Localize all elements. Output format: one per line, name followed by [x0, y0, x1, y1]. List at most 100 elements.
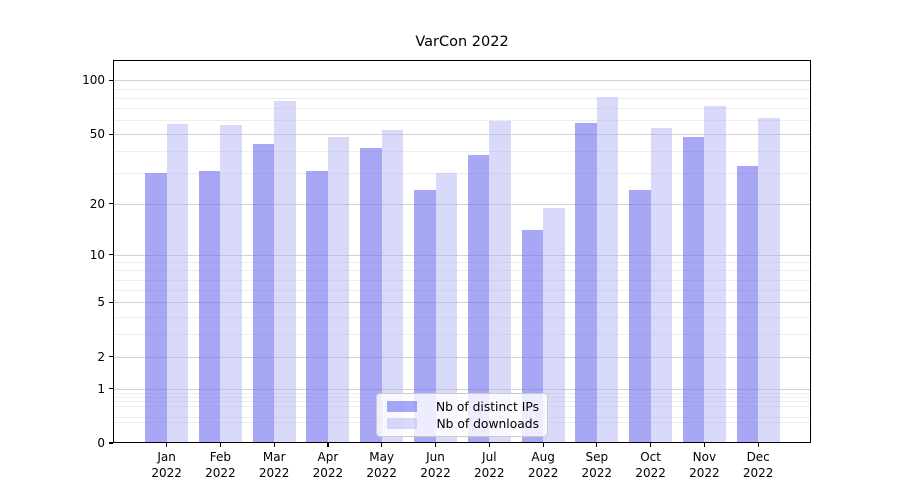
gridline-major — [113, 80, 811, 82]
x-tick-month: Apr — [317, 450, 339, 464]
x-tick-year: 2022 — [258, 465, 290, 480]
x-tick-mark — [757, 443, 759, 447]
x-tick-mark — [650, 443, 652, 447]
gridline-minor — [113, 262, 811, 264]
bar-downloads-mar — [274, 100, 296, 443]
bar-distinct-ips-dec — [736, 166, 759, 443]
x-tick-month: Aug — [531, 450, 555, 464]
legend-swatch-distinct-ips — [387, 401, 417, 412]
x-tick-year: 2022 — [689, 465, 720, 480]
bar-distinct-ips-aug — [521, 230, 544, 443]
legend-label-distinct-ips: Nb of distinct IPs — [435, 399, 539, 414]
gridline-major — [113, 388, 811, 390]
x-tick-mark — [488, 443, 490, 447]
gridline-major — [113, 302, 811, 304]
bar-distinct-ips-feb — [198, 170, 221, 443]
x-tick-month: Jan — [157, 450, 176, 464]
bar-downloads-apr — [327, 137, 350, 443]
y-tick-label: 2 — [97, 349, 105, 364]
x-tick-mark — [596, 443, 598, 447]
gridline-minor — [113, 270, 811, 272]
x-tick-year: 2022 — [474, 465, 505, 480]
x-tick-month: Dec — [746, 450, 770, 464]
x-tick-year: 2022 — [527, 465, 559, 480]
y-tick-mark — [108, 301, 113, 303]
gridline-minor — [113, 88, 811, 90]
bar-downloads-jul — [489, 121, 511, 443]
x-tick-mark — [381, 443, 383, 447]
y-tick-mark — [108, 254, 113, 256]
x-tick-month: Oct — [640, 450, 661, 464]
x-tick-mark — [273, 443, 275, 447]
x-tick-label-feb: Feb 2022 — [188, 450, 252, 481]
bar-downloads-nov — [704, 105, 726, 443]
legend-swatch-downloads — [387, 418, 417, 429]
bar-distinct-ips-jun — [414, 190, 436, 443]
x-tick-label-dec: Dec 2022 — [726, 450, 790, 481]
bar-downloads-jan — [166, 124, 189, 443]
bar-downloads-may — [381, 129, 404, 443]
y-tick-mark — [108, 442, 113, 444]
x-tick-month: Nov — [692, 450, 717, 464]
x-tick-label-nov: Nov 2022 — [672, 450, 736, 481]
y-tick-mark — [108, 133, 113, 135]
y-tick-label: 10 — [89, 247, 105, 262]
x-tick-year: 2022 — [205, 465, 236, 480]
bar-distinct-ips-oct — [629, 190, 651, 443]
x-tick-month: Jun — [426, 450, 445, 464]
x-tick-month: May — [369, 450, 395, 464]
gridline-major — [113, 203, 811, 205]
x-tick-mark — [219, 443, 222, 447]
x-tick-month: Sep — [585, 450, 609, 464]
y-tick-mark — [108, 387, 113, 390]
x-tick-label-apr: Apr 2022 — [296, 450, 360, 481]
x-tick-month: Jul — [482, 450, 497, 464]
bar-downloads-oct — [650, 128, 673, 443]
gridline-minor — [113, 334, 811, 336]
x-tick-year: 2022 — [366, 465, 397, 480]
bar-downloads-feb — [220, 125, 242, 443]
x-tick-label-jul: Jul 2022 — [457, 450, 521, 481]
gridline-minor — [113, 120, 811, 121]
chart-title: VarCon 2022 — [415, 34, 509, 50]
x-tick-mark — [542, 443, 544, 447]
legend-row-downloads: Nb of downloads — [387, 417, 539, 431]
y-tick-label: 100 — [82, 73, 105, 88]
bar-downloads-dec — [758, 117, 780, 443]
gridline-minor — [113, 173, 811, 175]
y-tick-label: 5 — [97, 295, 105, 310]
x-tick-mark — [166, 443, 168, 447]
bar-distinct-ips-apr — [306, 170, 328, 443]
x-tick-mark — [327, 443, 329, 447]
gridline-major — [113, 134, 811, 136]
legend: Nb of distinct IPs Nb of downloads — [376, 393, 548, 437]
bar-distinct-ips-jul — [467, 155, 490, 443]
x-tick-label-jun: Jun 2022 — [404, 450, 468, 481]
gridline-major — [113, 254, 811, 256]
bar-distinct-ips-sep — [575, 122, 597, 443]
x-tick-mark — [703, 443, 706, 447]
x-tick-mark — [434, 443, 437, 447]
y-tick-label: 1 — [97, 381, 105, 396]
bar-downloads-jun — [435, 173, 457, 443]
gridline-major — [113, 356, 811, 358]
y-tick-mark — [108, 79, 113, 82]
bar-downloads-aug — [543, 207, 565, 443]
bar-distinct-ips-may — [360, 147, 382, 443]
gridline-minor — [113, 279, 811, 281]
y-tick-mark — [108, 203, 113, 205]
gridline-minor — [113, 290, 811, 292]
legend-row-distinct-ips: Nb of distinct IPs — [387, 400, 539, 414]
gridline-minor — [113, 108, 811, 110]
gridline-minor — [113, 316, 811, 318]
x-tick-label-sep: Sep 2022 — [565, 450, 629, 481]
x-tick-label-oct: Oct 2022 — [619, 450, 683, 481]
bar-distinct-ips-nov — [682, 137, 705, 443]
y-tick-label: 50 — [89, 127, 105, 142]
legend-label-downloads: Nb of downloads — [436, 416, 539, 431]
x-tick-year: 2022 — [635, 465, 666, 480]
x-tick-label-may: May 2022 — [350, 450, 414, 481]
x-tick-label-aug: Aug 2022 — [511, 450, 575, 481]
bar-distinct-ips-mar — [252, 143, 275, 443]
